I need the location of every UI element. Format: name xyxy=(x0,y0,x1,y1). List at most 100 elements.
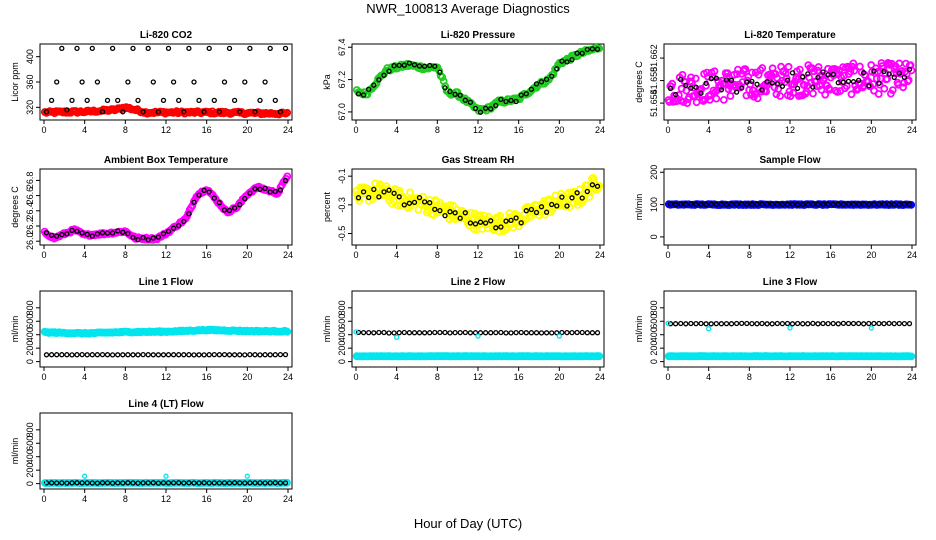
x-tick-label: 12 xyxy=(161,494,171,504)
data-point xyxy=(69,352,75,358)
data-point xyxy=(48,232,55,238)
data-point xyxy=(84,231,90,238)
chart-rh: Gas Stream RH 0 4 8 12 16 20 24 -0.5 -0.3 -0.1 perc… xyxy=(322,155,605,260)
series-all xyxy=(352,43,604,115)
chart-sampleflow: Sample Flow 0 4 8 12 16 20 24 0 100 200 ml/min xyxy=(634,155,917,260)
x-tick-label: 20 xyxy=(554,372,564,382)
data-point xyxy=(769,80,775,86)
chart-title: Li-820 Pressure xyxy=(441,30,516,41)
data-point xyxy=(237,480,243,486)
data-point xyxy=(165,352,172,358)
x-tick-label: 12 xyxy=(161,125,171,135)
data-point xyxy=(764,79,770,85)
data-point xyxy=(805,201,811,207)
data-point xyxy=(595,182,604,190)
data-point xyxy=(488,106,494,112)
data-point xyxy=(549,201,555,208)
data-point xyxy=(543,76,550,83)
data-point xyxy=(866,83,872,89)
data-point xyxy=(728,321,735,327)
data-point xyxy=(125,480,131,486)
data-point xyxy=(437,69,443,75)
data-point xyxy=(252,352,258,358)
data-point xyxy=(257,352,263,358)
data-point xyxy=(559,58,565,64)
data-point xyxy=(99,351,106,358)
data-point xyxy=(901,74,908,80)
chart-title: Line 3 Flow xyxy=(763,277,818,288)
data-point xyxy=(79,480,85,486)
chart-title: Line 1 Flow xyxy=(139,277,194,288)
data-point xyxy=(774,201,780,207)
data-point xyxy=(206,352,212,358)
data-point xyxy=(733,201,740,207)
data-point xyxy=(89,352,95,358)
chart-title: Sample Flow xyxy=(759,155,820,166)
y-axis-label: ml/min xyxy=(10,316,20,343)
data-point xyxy=(145,45,151,52)
data-point xyxy=(89,233,95,239)
data-point xyxy=(94,79,101,85)
data-point xyxy=(482,330,489,336)
x-tick-label: 0 xyxy=(41,494,46,504)
data-point xyxy=(574,190,580,196)
data-point xyxy=(59,231,65,238)
data-point xyxy=(739,320,745,327)
data-point xyxy=(211,195,217,201)
x-tick-label: 4 xyxy=(82,250,87,260)
data-point xyxy=(874,90,883,98)
data-point xyxy=(427,62,433,69)
y-tick-label: 26.6 xyxy=(25,187,35,205)
data-point xyxy=(881,201,887,207)
data-point xyxy=(252,109,258,115)
data-point xyxy=(54,233,60,239)
y-tick-label: 26.4 xyxy=(25,202,35,220)
data-point xyxy=(498,329,504,336)
data-point xyxy=(221,351,228,358)
data-point xyxy=(508,330,514,336)
x-tick-label: 4 xyxy=(82,494,87,504)
x-tick-label: 8 xyxy=(747,250,752,260)
data-point xyxy=(104,352,111,358)
data-point xyxy=(115,228,121,234)
chart-co2: Li-820 CO2 0 4 8 12 16 20 24 320 360 400 Licor ppm xyxy=(10,30,293,135)
chart-title: Ambient Box Temperature xyxy=(104,155,229,166)
y-tick-label: 26.0 xyxy=(25,232,35,250)
data-point xyxy=(523,208,529,214)
x-tick-label: 4 xyxy=(394,250,399,260)
data-point xyxy=(850,320,857,327)
data-point xyxy=(503,218,509,224)
data-point xyxy=(432,63,438,69)
data-point xyxy=(688,85,694,91)
data-point xyxy=(482,220,489,226)
data-point xyxy=(391,190,397,196)
data-point xyxy=(835,321,841,327)
data-point xyxy=(891,320,897,327)
data-point xyxy=(718,201,725,207)
data-point xyxy=(876,80,882,86)
x-tick-label: 24 xyxy=(907,250,917,260)
data-point xyxy=(272,352,278,358)
data-point xyxy=(226,480,233,486)
data-point xyxy=(754,81,760,87)
data-point xyxy=(708,321,714,327)
data-point xyxy=(883,75,891,83)
x-tick-label: 0 xyxy=(353,372,358,382)
data-point xyxy=(467,330,474,336)
data-point xyxy=(381,189,387,195)
data-point xyxy=(211,97,217,104)
data-point xyxy=(196,480,202,486)
x-tick-label: 24 xyxy=(907,125,917,135)
data-point xyxy=(155,234,162,240)
data-point xyxy=(99,109,106,115)
data-point xyxy=(125,79,131,85)
y-axis-label: percent xyxy=(322,191,332,222)
data-point xyxy=(488,330,494,336)
data-point xyxy=(770,83,779,92)
data-point xyxy=(452,91,458,98)
data-point xyxy=(130,234,136,241)
data-point xyxy=(891,201,897,208)
data-point xyxy=(891,74,897,81)
data-point xyxy=(457,92,463,98)
chart-title: Gas Stream RH xyxy=(442,155,515,166)
